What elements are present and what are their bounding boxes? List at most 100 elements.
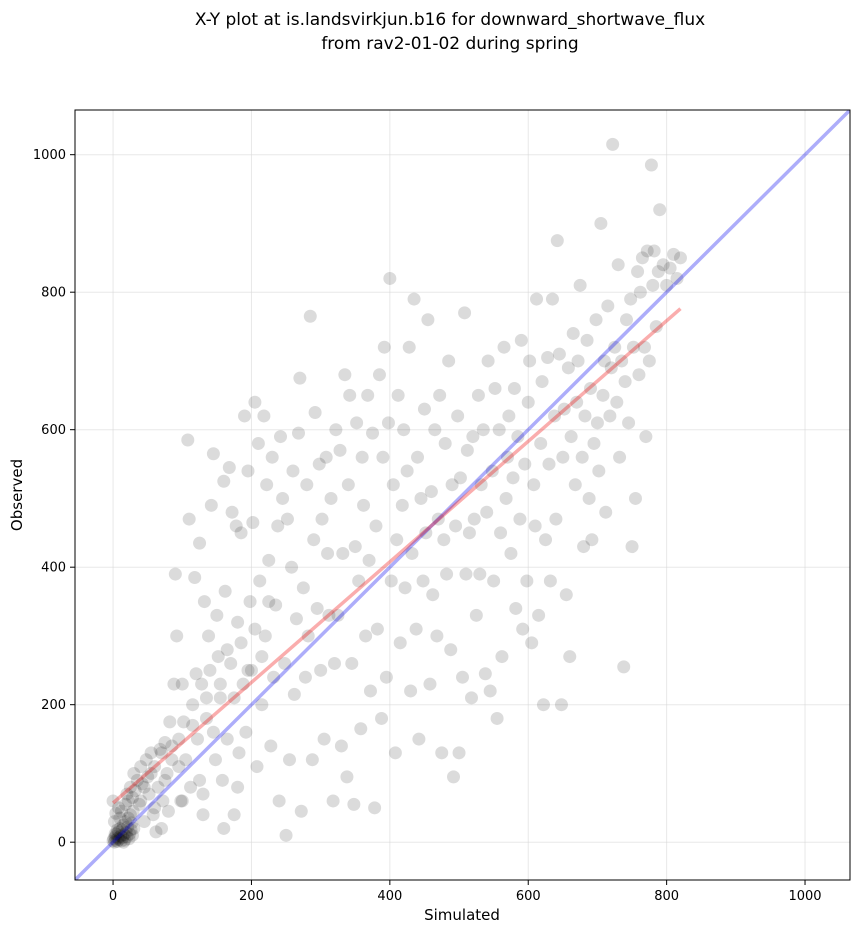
data-point-38 [114, 804, 128, 818]
data-point-43 [123, 780, 137, 794]
data-point-85 [196, 787, 210, 801]
data-point-181 [362, 553, 376, 567]
data-point-233 [452, 746, 466, 760]
data-point-106 [232, 746, 246, 760]
grid-lines [75, 110, 850, 880]
data-point-369 [193, 773, 207, 787]
data-point-236 [458, 306, 472, 320]
y-tick-label-4: 800 [41, 286, 66, 301]
data-point-16 [117, 828, 131, 842]
x-tick-label-4: 800 [654, 889, 679, 904]
y-axis-ticks: 0 200 400 600 800 1000 [33, 148, 75, 851]
data-point-307 [580, 333, 594, 347]
data-point-148 [305, 753, 319, 767]
one-to-one-line [75, 110, 850, 880]
data-point-82 [190, 732, 204, 746]
data-point-348 [651, 265, 665, 279]
data-point-211 [414, 491, 428, 505]
data-point-321 [604, 361, 618, 375]
data-point-370 [199, 691, 213, 705]
data-point-191 [379, 670, 393, 684]
data-point-267 [511, 430, 525, 444]
data-point-275 [525, 636, 539, 650]
data-point-358 [217, 821, 231, 835]
data-point-360 [134, 794, 148, 808]
data-point-256 [492, 423, 506, 437]
data-point-71 [172, 732, 186, 746]
data-point-116 [250, 760, 264, 774]
data-point-193 [383, 271, 397, 285]
data-point-255 [490, 711, 504, 725]
data-point-342 [640, 244, 654, 258]
data-point-40 [119, 797, 133, 811]
data-point-207 [407, 292, 421, 306]
data-point-94 [211, 650, 225, 664]
data-point-73 [175, 677, 189, 691]
data-point-66 [163, 715, 177, 729]
data-point-189 [376, 450, 390, 464]
data-point-308 [582, 491, 596, 505]
data-point-224 [437, 533, 451, 547]
data-point-250 [481, 354, 495, 368]
data-point-22 [121, 811, 135, 825]
data-point-344 [644, 158, 658, 172]
data-point-107 [234, 526, 248, 540]
data-point-324 [610, 395, 624, 409]
data-point-315 [594, 216, 608, 230]
data-point-4 [109, 833, 123, 847]
data-point-48 [132, 797, 146, 811]
data-point-248 [478, 667, 492, 681]
data-point-225 [438, 436, 452, 450]
data-point-221 [431, 512, 445, 526]
data-point-162 [329, 423, 343, 437]
x-tick-label-5: 1000 [788, 889, 821, 904]
data-point-260 [499, 491, 513, 505]
data-point-36 [108, 827, 122, 841]
data-point-2 [107, 835, 121, 849]
data-point-74 [177, 715, 191, 729]
data-point-353 [667, 247, 681, 261]
data-point-153 [314, 663, 328, 677]
data-point-254 [488, 381, 502, 395]
data-point-280 [534, 436, 548, 450]
data-point-144 [298, 670, 312, 684]
data-point-120 [257, 409, 271, 423]
data-point-237 [459, 567, 473, 581]
data-point-69 [168, 567, 182, 581]
data-point-35 [112, 801, 126, 815]
y-tick-label-5: 1000 [33, 148, 66, 163]
data-point-212 [416, 574, 430, 588]
data-point-105 [231, 615, 245, 629]
data-point-102 [225, 505, 239, 519]
data-point-26 [124, 823, 138, 837]
data-point-289 [549, 512, 563, 526]
data-point-145 [300, 478, 314, 492]
data-point-204 [402, 340, 416, 354]
data-point-179 [359, 629, 373, 643]
data-point-149 [307, 533, 321, 547]
data-point-371 [206, 725, 220, 739]
data-point-81 [189, 667, 203, 681]
y-tick-label-1: 200 [41, 698, 66, 713]
data-point-147 [303, 309, 317, 323]
data-point-203 [400, 464, 414, 478]
data-point-89 [203, 663, 217, 677]
data-point-55 [144, 746, 158, 760]
data-point-303 [573, 278, 587, 292]
data-point-213 [417, 402, 431, 416]
data-point-373 [220, 643, 234, 657]
data-point-262 [502, 409, 516, 423]
data-point-174 [350, 416, 364, 430]
data-point-53 [141, 770, 155, 784]
data-point-139 [289, 612, 303, 626]
data-point-268 [513, 512, 527, 526]
data-point-152 [312, 457, 326, 471]
data-point-161 [327, 656, 341, 670]
data-point-366 [165, 739, 179, 753]
data-point-99 [220, 732, 234, 746]
data-point-34 [110, 823, 124, 837]
data-point-138 [287, 687, 301, 701]
data-point-242 [467, 512, 481, 526]
data-point-228 [444, 643, 458, 657]
data-point-7 [111, 831, 125, 845]
